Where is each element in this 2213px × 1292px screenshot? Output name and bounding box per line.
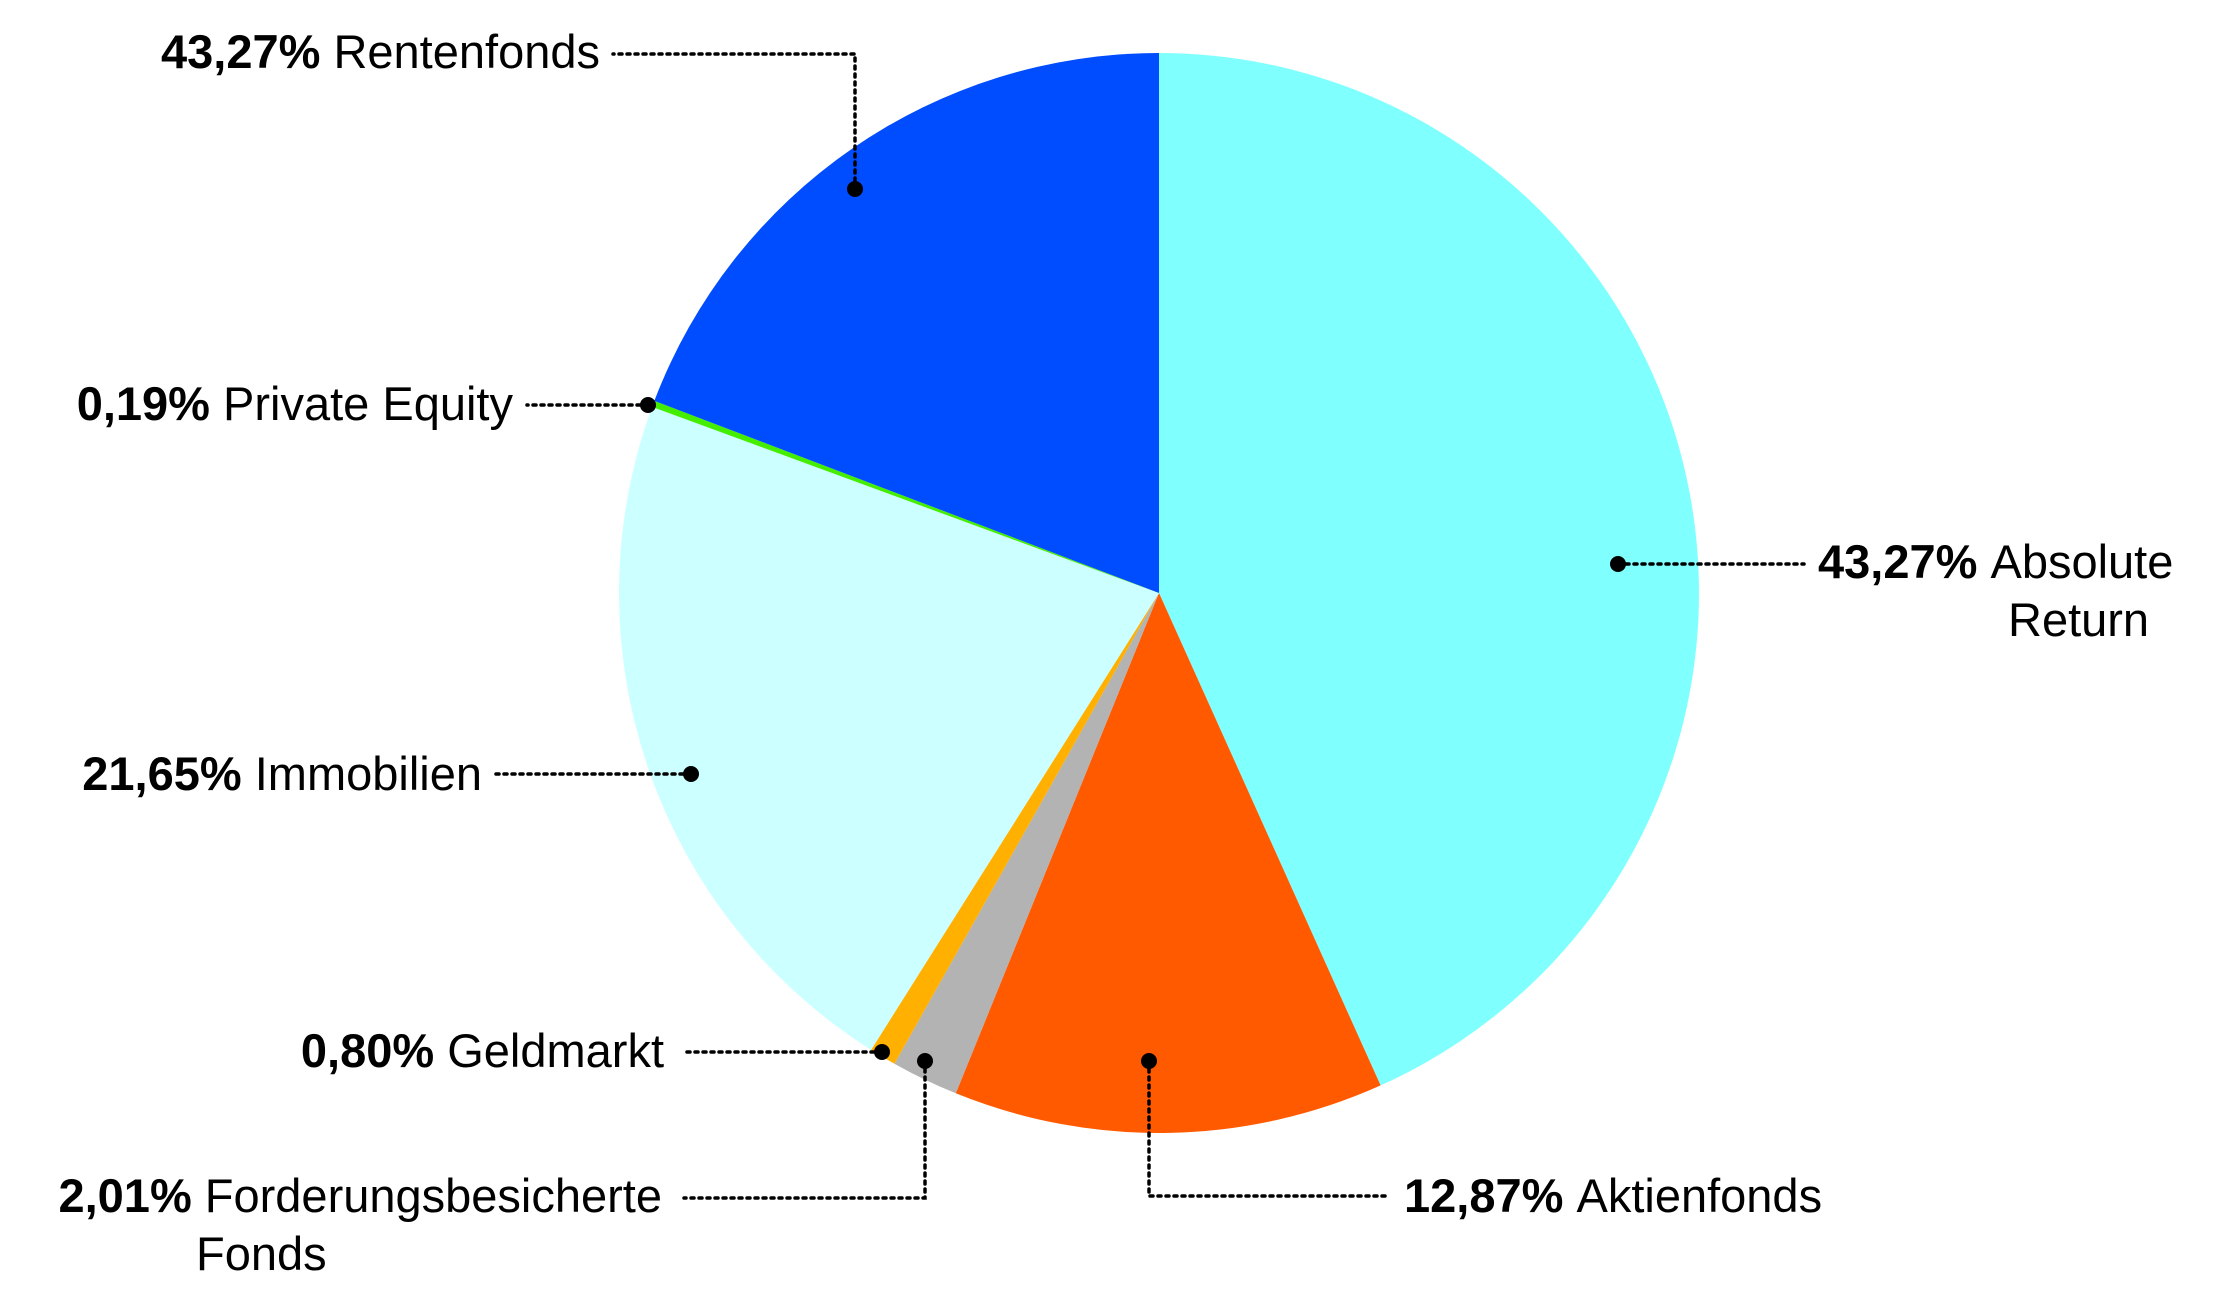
- slice-label: 0,19% Private Equity: [77, 377, 514, 430]
- slice-label-name-line2: Return: [2008, 593, 2149, 646]
- leader-line: [1147, 1059, 1389, 1198]
- slice-label-name: Immobilien: [255, 747, 482, 800]
- slice-label-name: Aktienfonds: [1576, 1169, 1822, 1222]
- pie-slice-absolute-return: [1159, 53, 1700, 1086]
- pie-slice-aktienfonds: [955, 593, 1381, 1134]
- slice-label: 43,27% Rentenfonds: [161, 25, 600, 78]
- leader-dot: [917, 1053, 933, 1069]
- pie-slice-rentenfonds: [654, 53, 1159, 593]
- leader-lines: [491, 52, 1806, 1200]
- slice-label-name-line2: Fonds: [196, 1227, 327, 1280]
- pie-slice-private-equity: [652, 400, 1159, 593]
- slice-label: 21,65% Immobilien: [82, 747, 482, 800]
- leader-dot: [1610, 556, 1626, 572]
- leader-line: [611, 52, 857, 191]
- slice-label-name: Private Equity: [223, 377, 513, 430]
- leader-dot: [640, 397, 656, 413]
- slice-label-percent: 2,01%: [58, 1169, 204, 1222]
- leader-dot: [847, 181, 863, 197]
- slice-label-percent: 43,27%: [161, 25, 333, 78]
- leader-line: [682, 1059, 927, 1200]
- pie-slices: [618, 53, 1700, 1134]
- pie-slice-forderungsbesicherte-fonds: [894, 593, 1159, 1094]
- slice-label-name: Geldmarkt: [447, 1024, 664, 1077]
- slice-label-name: Rentenfonds: [333, 25, 600, 78]
- slice-label-percent: 12,87%: [1404, 1169, 1576, 1222]
- slice-label-name: Forderungsbesicherte: [205, 1169, 662, 1222]
- leader-dot: [683, 766, 699, 782]
- leader-dot: [1141, 1053, 1157, 1069]
- slice-label: 0,80% Geldmarkt: [301, 1024, 664, 1077]
- slice-label-percent: 0,80%: [301, 1024, 447, 1077]
- slice-label: 43,27% Absolute: [1818, 535, 2173, 588]
- slice-label-name: Absolute: [1990, 535, 2173, 588]
- pie-slice-immobilien: [618, 406, 1159, 1050]
- slice-label-percent: 21,65%: [82, 747, 254, 800]
- slice-label: 2,01% Forderungsbesicherte: [58, 1169, 662, 1222]
- leader-dot: [874, 1044, 890, 1060]
- slice-label-percent: 0,19%: [77, 377, 223, 430]
- pie-slice-geldmarkt: [871, 593, 1159, 1064]
- slice-label-percent: 43,27%: [1818, 535, 1990, 588]
- slice-label: 12,87% Aktienfonds: [1404, 1169, 1822, 1222]
